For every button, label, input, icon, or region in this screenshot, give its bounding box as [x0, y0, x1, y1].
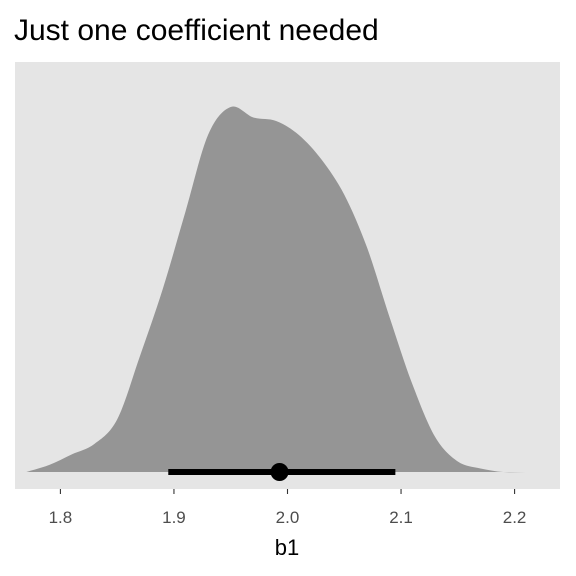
x-axis-title: b1 — [275, 535, 299, 560]
x-axis: 1.8 1.9 2.0 2.1 2.2 — [49, 489, 527, 527]
x-tick-label: 1.8 — [49, 508, 73, 527]
x-tick-label: 1.9 — [162, 508, 186, 527]
x-tick-label: 2.2 — [503, 508, 527, 527]
point-estimate-marker — [270, 463, 289, 481]
x-tick-label: 2.1 — [389, 508, 413, 527]
density-area — [26, 106, 549, 473]
chart-title: Just one coefficient needed — [14, 14, 379, 47]
x-tick-label: 2.0 — [276, 508, 300, 527]
